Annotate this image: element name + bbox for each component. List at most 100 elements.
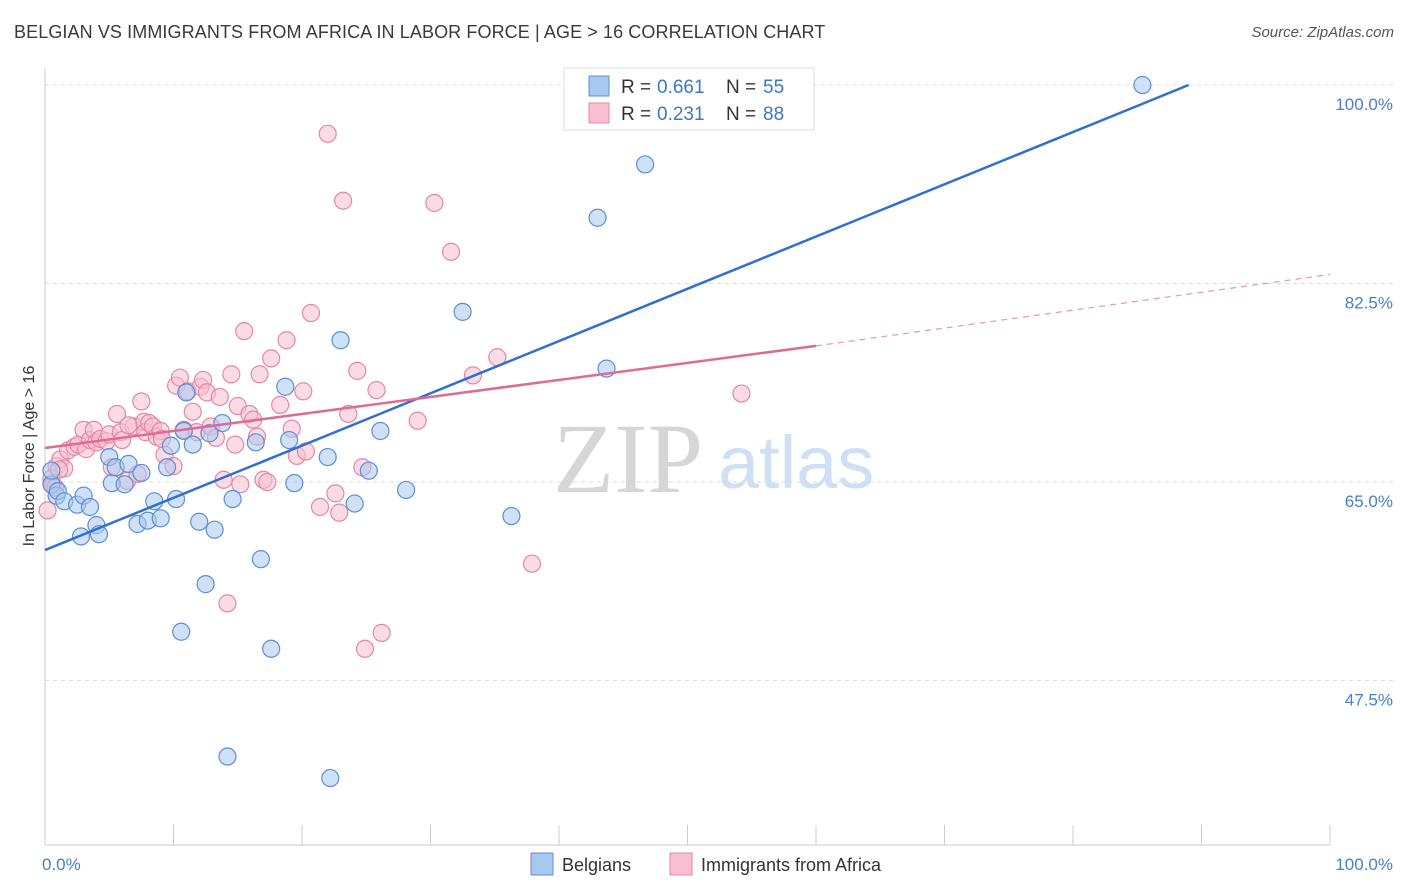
point-belgians-51	[635, 155, 655, 174]
axes	[44, 68, 1331, 846]
point-belgians-50	[588, 208, 607, 227]
point-africa-57	[258, 472, 277, 492]
legend-n-label-belgians: N =	[726, 77, 756, 98]
point-africa-77	[425, 193, 444, 213]
grid-lines	[45, 84, 1395, 682]
point-africa-66	[310, 497, 330, 517]
point-africa-47	[222, 365, 241, 384]
point-africa-59	[271, 395, 290, 414]
point-africa-71	[348, 361, 367, 380]
bottom-legend-swatch-africa	[669, 852, 693, 876]
y-tick-label-2: 82.5%	[1345, 294, 1393, 313]
series-africa-points	[38, 124, 751, 658]
point-africa-60	[277, 331, 296, 350]
point-belgians-41	[321, 768, 340, 788]
point-belgians-16	[132, 463, 151, 483]
point-belgians-19	[151, 509, 170, 528]
point-africa-37	[183, 402, 202, 421]
point-africa-67	[318, 124, 337, 143]
legend-swatch-africa	[588, 102, 610, 124]
point-africa-87	[119, 416, 138, 435]
point-belgians-38	[280, 430, 299, 450]
point-belgians-44	[359, 461, 378, 480]
point-africa-65	[301, 303, 321, 323]
point-belgians-20	[157, 458, 177, 477]
legend-r-value-africa: 0.231	[657, 104, 705, 125]
point-belgians-43	[345, 494, 364, 513]
point-africa-44	[210, 387, 229, 407]
point-africa-78	[441, 242, 461, 261]
point-africa-73	[355, 639, 375, 658]
point-africa-76	[408, 411, 427, 430]
point-africa-48	[226, 435, 245, 454]
point-belgians-33	[223, 489, 242, 509]
trend-lines	[44, 83, 1331, 552]
y-tick-label-1: 65.0%	[1345, 492, 1393, 511]
point-africa-68	[330, 503, 349, 522]
point-africa-0	[38, 501, 57, 520]
point-belgians-21	[161, 436, 181, 455]
point-belgians-36	[262, 639, 281, 658]
point-belgians-45	[371, 421, 390, 441]
chart-title: BELGIAN VS IMMIGRANTS FROM AFRICA IN LAB…	[14, 22, 826, 42]
bottom-legend-africa: Immigrants from Africa	[701, 855, 882, 875]
correlation-legend: R = 0.661 N = 55 R = 0.231 N = 88	[563, 67, 815, 131]
point-africa-70	[339, 404, 358, 424]
legend-n-value-belgians: 55	[763, 77, 784, 98]
point-africa-74	[367, 381, 386, 400]
source-label: Source: ZipAtlas.com	[1251, 24, 1394, 41]
trend-line-africa-extension	[815, 273, 1331, 347]
point-belgians-47	[453, 302, 472, 321]
x-tick-labels: 0.0% 100.0%	[42, 855, 1393, 874]
point-belgians-48	[502, 506, 521, 526]
point-africa-82	[732, 384, 751, 403]
point-belgians-35	[251, 550, 270, 569]
point-africa-24	[132, 392, 151, 411]
trend-line-belgians	[44, 83, 1190, 552]
legend-n-value-africa: 88	[763, 104, 784, 125]
point-belgians-32	[218, 747, 237, 766]
point-africa-50	[231, 475, 250, 494]
trend-line-africa	[44, 344, 817, 450]
watermark-zip: ZIP	[553, 403, 703, 514]
point-belgians-13	[115, 475, 134, 494]
point-belgians-14	[119, 454, 138, 473]
y-tick-label-3: 100.0%	[1335, 95, 1393, 114]
point-africa-18	[107, 404, 127, 424]
point-belgians-46	[396, 480, 416, 500]
point-belgians-23	[172, 622, 191, 641]
legend-r-label-belgians: R =	[621, 77, 651, 98]
bottom-legend-swatch-belgians	[530, 852, 554, 876]
point-belgians-27	[190, 512, 209, 531]
point-africa-69	[334, 191, 353, 210]
x-tick-label-min: 0.0%	[42, 855, 81, 874]
point-belgians-26	[183, 435, 202, 454]
point-belgians-54	[42, 461, 61, 480]
point-africa-83	[326, 484, 345, 503]
point-belgians-25	[177, 383, 196, 402]
bottom-legend-belgians: Belgians	[562, 855, 631, 875]
point-belgians-28	[196, 575, 215, 594]
legend-n-label-africa: N =	[726, 104, 756, 125]
legend-r-value-belgians: 0.661	[657, 77, 705, 98]
point-belgians-29	[200, 424, 219, 443]
watermark: ZIP atlas	[553, 403, 874, 514]
point-belgians-53	[1133, 75, 1152, 95]
point-africa-63	[294, 382, 313, 401]
point-africa-75	[372, 623, 391, 642]
point-africa-81	[522, 554, 542, 573]
point-africa-46	[218, 594, 237, 613]
y-tick-labels: 47.5% 65.0% 82.5% 100.0%	[1335, 95, 1393, 710]
point-belgians-30	[205, 520, 224, 539]
legend-swatch-belgians	[588, 75, 610, 97]
legend-r-label-africa: R =	[621, 104, 651, 125]
point-belgians-42	[331, 331, 350, 350]
point-africa-51	[235, 322, 254, 341]
watermark-atlas: atlas	[718, 421, 874, 504]
point-belgians-6	[80, 497, 100, 517]
point-africa-58	[262, 349, 281, 368]
point-belgians-39	[285, 474, 304, 493]
point-belgians-37	[276, 377, 295, 396]
y-axis-title: In Labor Force | Age > 16	[21, 366, 38, 547]
